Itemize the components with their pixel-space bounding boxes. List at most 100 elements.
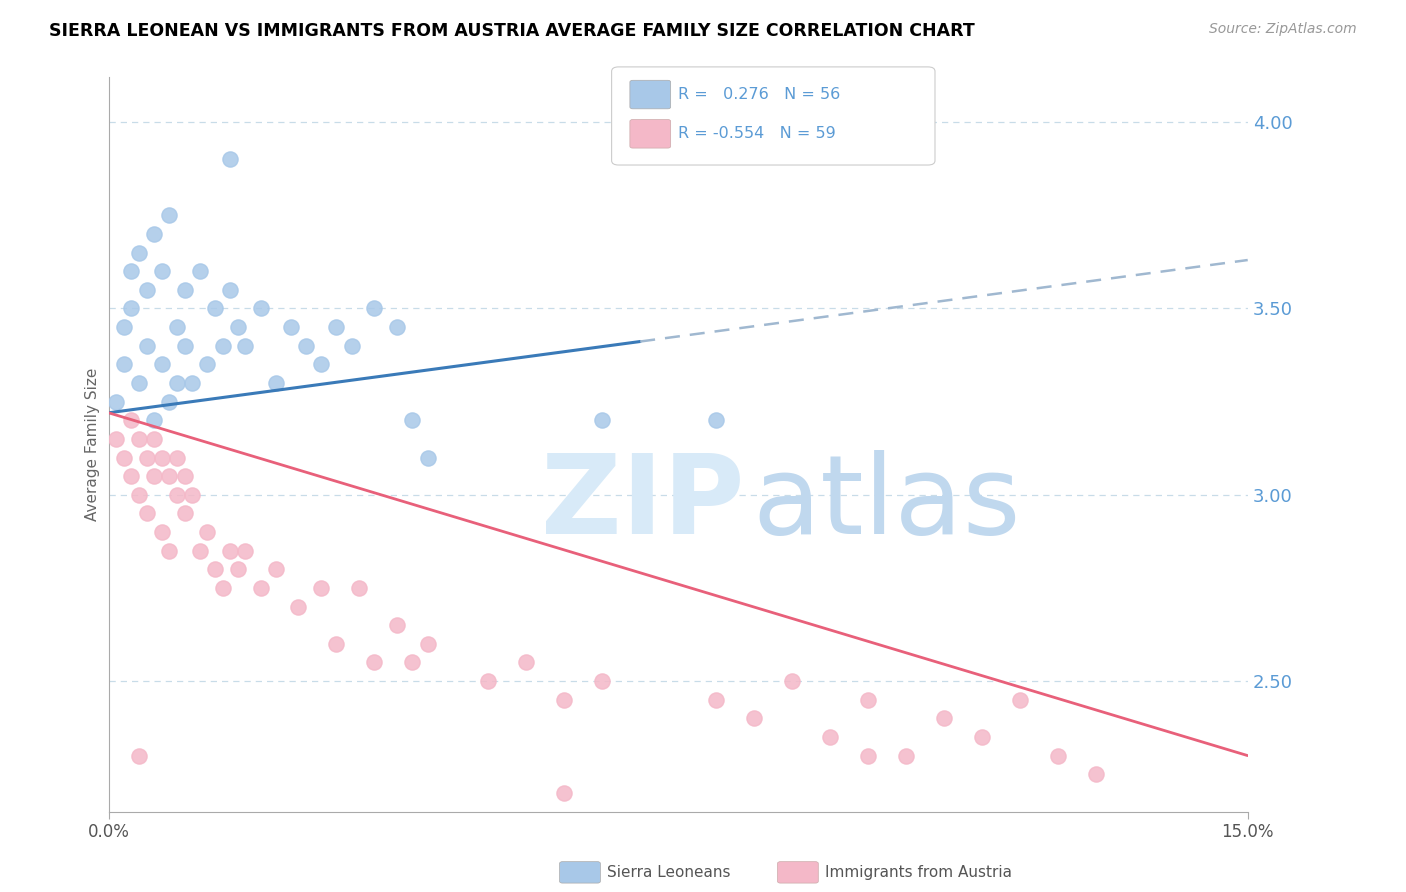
Point [970,730,993,744]
Point [211,339,233,353]
Point [219,543,242,558]
Point [166,450,188,465]
Point [1046,748,1069,763]
Point [204,562,226,576]
Point [704,692,727,706]
Point [166,376,188,390]
Point [211,581,233,595]
Point [195,524,218,539]
Point [553,692,575,706]
Text: R = -0.554   N = 59: R = -0.554 N = 59 [678,127,835,141]
Point [128,488,150,502]
Point [128,748,150,763]
Point [150,524,173,539]
Point [309,357,332,371]
Point [128,432,150,446]
Point [742,711,765,725]
Point [401,656,423,670]
Point [894,748,917,763]
Point [856,748,879,763]
Point [181,376,204,390]
Text: Immigrants from Austria: Immigrants from Austria [825,865,1012,880]
Point [105,394,128,409]
Text: R =   0.276   N = 56: R = 0.276 N = 56 [678,87,839,102]
Point [195,357,218,371]
Point [173,507,195,521]
Point [309,581,332,595]
Point [704,413,727,427]
Point [219,283,242,297]
Point [264,376,287,390]
Point [249,581,271,595]
Y-axis label: Average Family Size: Average Family Size [86,368,100,521]
Point [135,507,157,521]
Point [780,674,803,689]
Point [204,301,226,316]
Point [173,469,195,483]
Point [112,357,135,371]
Point [157,469,180,483]
Point [325,320,347,334]
Text: SIERRA LEONEAN VS IMMIGRANTS FROM AUSTRIA AVERAGE FAMILY SIZE CORRELATION CHART: SIERRA LEONEAN VS IMMIGRANTS FROM AUSTRI… [49,22,974,40]
Point [112,320,135,334]
Point [173,283,195,297]
Point [249,301,271,316]
Point [135,283,157,297]
Point [325,637,347,651]
Point [105,432,128,446]
Point [233,543,256,558]
Text: Source: ZipAtlas.com: Source: ZipAtlas.com [1209,22,1357,37]
Point [120,469,142,483]
Point [157,208,180,222]
Text: Sierra Leoneans: Sierra Leoneans [607,865,731,880]
Point [226,320,249,334]
Point [856,692,879,706]
Point [226,562,249,576]
Point [128,376,150,390]
Point [143,469,166,483]
Point [143,227,166,241]
Point [1084,767,1107,781]
Point [112,450,135,465]
Point [143,432,166,446]
Point [181,488,204,502]
Point [150,450,173,465]
Point [120,413,142,427]
Point [515,656,537,670]
Point [416,450,439,465]
Point [120,301,142,316]
Point [477,674,499,689]
Point [166,488,188,502]
Point [233,339,256,353]
Point [416,637,439,651]
Text: ZIP: ZIP [541,450,745,557]
Point [401,413,423,427]
Point [173,339,195,353]
Point [363,656,385,670]
Point [150,357,173,371]
Point [128,245,150,260]
Point [188,543,211,558]
Point [363,301,385,316]
Point [387,618,409,632]
Point [591,674,613,689]
Point [157,394,180,409]
Point [818,730,841,744]
Point [340,339,363,353]
Point [143,413,166,427]
Point [166,320,188,334]
Point [387,320,409,334]
Point [188,264,211,278]
Point [347,581,370,595]
Point [287,599,309,614]
Point [135,450,157,465]
Point [120,264,142,278]
Point [219,153,242,167]
Point [157,543,180,558]
Point [135,339,157,353]
Point [591,413,613,427]
Point [264,562,287,576]
Point [150,264,173,278]
Point [295,339,318,353]
Point [1008,692,1031,706]
